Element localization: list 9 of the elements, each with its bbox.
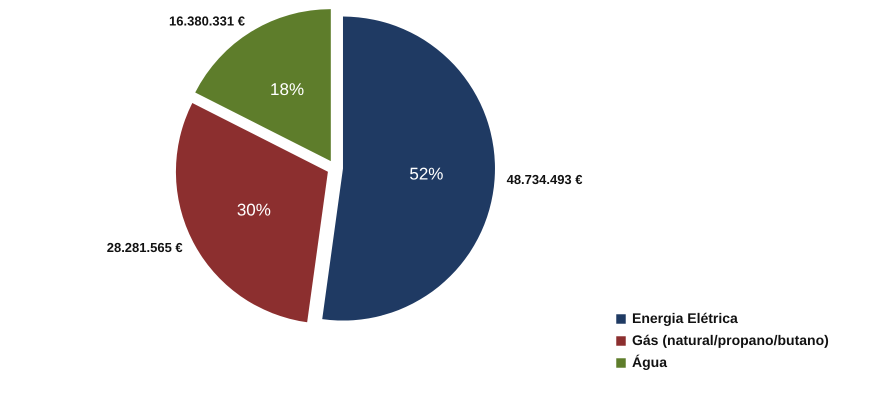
legend-label: Gás (natural/propano/butano) bbox=[632, 332, 829, 348]
text: 18% bbox=[270, 80, 304, 99]
data-label: 28.281.565 € bbox=[106, 240, 183, 255]
legend-label: Energia Elétrica bbox=[632, 310, 738, 326]
data-label: 16.380.331 € bbox=[169, 13, 245, 28]
data-label: 48.734.493 € bbox=[506, 172, 583, 187]
legend-label: Água bbox=[632, 354, 668, 370]
text: 30% bbox=[236, 200, 271, 220]
text: 52% bbox=[409, 164, 444, 184]
